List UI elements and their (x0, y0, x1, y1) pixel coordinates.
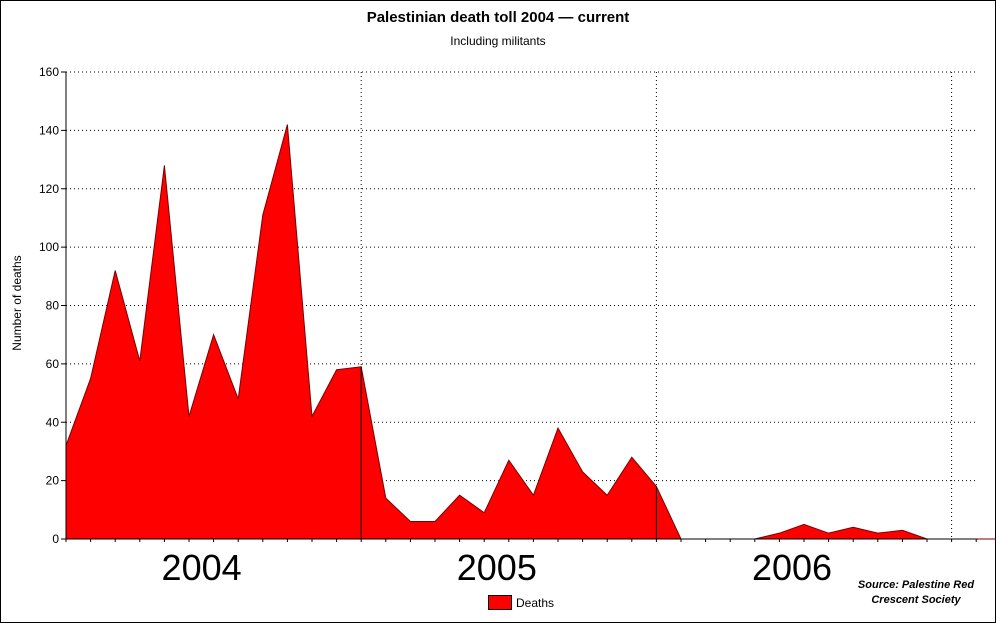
legend-swatch-deaths (488, 595, 512, 610)
y-tick-label: 100 (39, 240, 59, 254)
legend-label-deaths: Deaths (516, 595, 555, 610)
area-outline (65, 124, 996, 540)
x-year-label: 2005 (457, 547, 537, 588)
x-year-label: 2004 (162, 547, 242, 588)
y-tick-label: 20 (46, 474, 60, 488)
y-tick-label: 140 (39, 123, 59, 137)
legend: Deaths (488, 595, 554, 610)
source-note: Source: Palestine Red Crescent Society (857, 579, 975, 606)
y-tick-label: 0 (52, 532, 59, 546)
chart-subtitle: Including militants (450, 34, 546, 48)
y-tick-label: 40 (46, 415, 60, 429)
y-tick-label: 60 (46, 357, 60, 371)
y-tick-label: 80 (46, 299, 60, 313)
area-deaths (66, 124, 996, 539)
chart-title: Palestinian death toll 2004 — current (366, 9, 630, 26)
y-tick-label: 120 (39, 182, 59, 196)
y-tick-label: 160 (39, 65, 59, 79)
x-year-label: 2006 (752, 547, 832, 588)
